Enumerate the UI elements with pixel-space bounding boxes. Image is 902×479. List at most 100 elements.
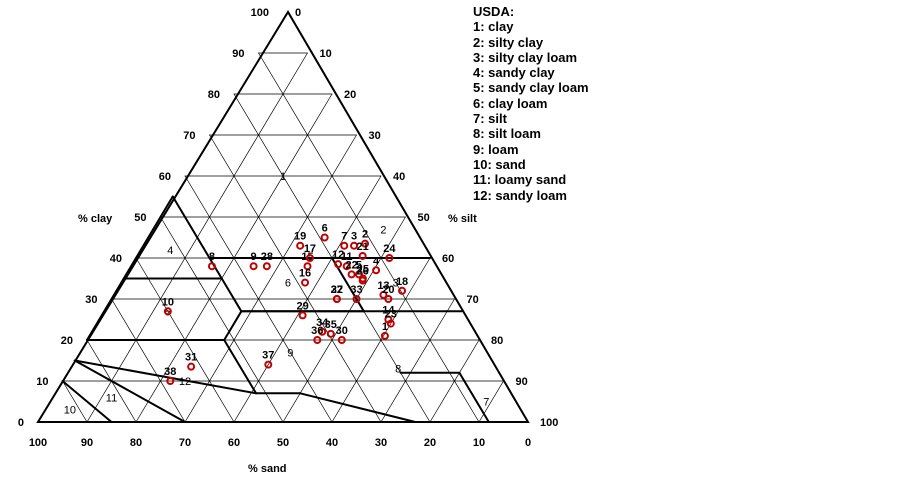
grid-line-sand	[62, 380, 88, 423]
class-boundary	[223, 310, 243, 341]
data-point-label: 23	[385, 309, 397, 321]
data-point-label: 13	[377, 280, 389, 292]
data-point-label: 4	[373, 255, 380, 267]
silt-tick-label: 70	[467, 294, 479, 306]
data-point-label: 36	[311, 325, 323, 337]
sand-axis-label: % sand	[248, 463, 287, 475]
data-point	[334, 260, 343, 269]
legend-entry: 2: silty clay	[473, 34, 544, 50]
class-boundary	[122, 195, 174, 280]
data-point-label: 5	[356, 259, 362, 271]
data-point	[340, 241, 349, 250]
clay-tick-label: 20	[61, 335, 73, 347]
data-point	[332, 295, 341, 303]
class-boundary	[223, 339, 258, 395]
grid-line-silt	[478, 380, 504, 423]
clay-tick-label: 100	[251, 7, 269, 19]
sand-tick-label: 50	[277, 437, 289, 449]
data-point	[337, 336, 346, 344]
data-point-label: 34	[316, 317, 329, 329]
legend-title: USDA:	[473, 4, 515, 19]
legend-list: 1: clay 2: silty clay 3: silty clay loam 4:…	[473, 19, 589, 203]
clay-tick-label: 60	[159, 171, 171, 183]
grid-lines	[62, 52, 504, 423]
region-label: 8	[395, 364, 401, 376]
data-point	[358, 276, 367, 285]
data-point-label: 1	[382, 321, 388, 333]
clay-tick-label: 70	[183, 130, 195, 142]
data-point	[385, 254, 394, 262]
data-point-label: 26	[357, 266, 369, 278]
data-point-label: 6	[322, 223, 328, 235]
data-point-label: 24	[383, 243, 396, 255]
silt-tick-label: 90	[516, 376, 528, 388]
sand-tick-label: 0	[525, 437, 531, 449]
data-point	[352, 295, 361, 303]
data-point	[361, 239, 370, 248]
data-point-label: 12	[332, 249, 344, 261]
data-point-label: 31	[185, 352, 197, 364]
silt-tick-label: 0	[295, 7, 301, 19]
data-point	[358, 251, 367, 260]
data-point-label: 9	[251, 251, 257, 263]
legend-entry: 5: sandy clay loam	[473, 80, 589, 96]
legend-entry: 7: silt	[473, 111, 507, 127]
legend-entry: 3: silty clay loam	[473, 49, 578, 65]
legend-entry: 11: loamy sand	[473, 172, 567, 188]
data-point-label: 25	[357, 264, 369, 276]
data-point-label: 37	[262, 350, 274, 362]
grid-line-silt	[184, 134, 357, 423]
data-point-label: 27	[331, 284, 343, 296]
texture-class-boundaries	[61, 195, 490, 423]
data-point-label: 35	[325, 319, 337, 331]
class-boundary	[220, 277, 243, 313]
data-point-label: 14	[382, 305, 395, 317]
data-point-label: 2	[362, 229, 368, 241]
region-label: 2	[380, 224, 386, 236]
silt-tick-label: 40	[393, 171, 405, 183]
data-point-label: 11	[341, 251, 353, 263]
silt-tick-label: 10	[320, 48, 332, 60]
grid-line-sand	[111, 298, 186, 423]
grid-line-sand	[160, 216, 284, 423]
class-boundary	[299, 392, 417, 423]
data-point-label: 38	[164, 366, 176, 378]
data-point	[318, 327, 327, 336]
data-point	[264, 360, 273, 369]
region-label: 3	[393, 278, 399, 290]
data-point	[298, 311, 307, 320]
clay-tick-label: 50	[134, 212, 146, 224]
silt-tick-label: 80	[491, 335, 503, 347]
region-label: 1	[280, 171, 286, 183]
legend-entry: 9: loam	[473, 141, 519, 157]
data-point-label: 10	[162, 296, 174, 308]
legend-entry: 6: clay loam	[473, 95, 548, 111]
class-boundary	[73, 359, 258, 395]
grid-line-silt	[380, 298, 455, 423]
legend-entry: 8: silt loam	[473, 126, 541, 142]
clay-tick-label: 10	[36, 376, 48, 388]
data-point	[303, 262, 312, 271]
data-point-label: 29	[296, 300, 308, 312]
data-point	[166, 377, 175, 385]
data-point	[326, 329, 335, 338]
data-point	[379, 290, 388, 299]
data-point	[163, 307, 172, 316]
data-point-label: 21	[357, 241, 369, 253]
data-point	[347, 270, 356, 279]
data-point-label: 30	[336, 325, 348, 337]
data-point-label: 20	[382, 284, 394, 296]
grid-line-silt	[331, 257, 431, 423]
clay-axis-label: % clay	[78, 213, 113, 225]
data-point-label: 18	[396, 276, 408, 288]
sand-tick-label: 60	[228, 437, 240, 449]
sand-tick-label: 70	[179, 437, 191, 449]
data-point-label: 8	[209, 251, 215, 263]
data-point	[372, 266, 381, 275]
grid-line-silt	[429, 339, 480, 423]
region-label: 10	[64, 405, 76, 417]
grid-line-silt	[282, 216, 406, 423]
data-point	[354, 270, 363, 279]
region-label: 6	[285, 278, 291, 290]
